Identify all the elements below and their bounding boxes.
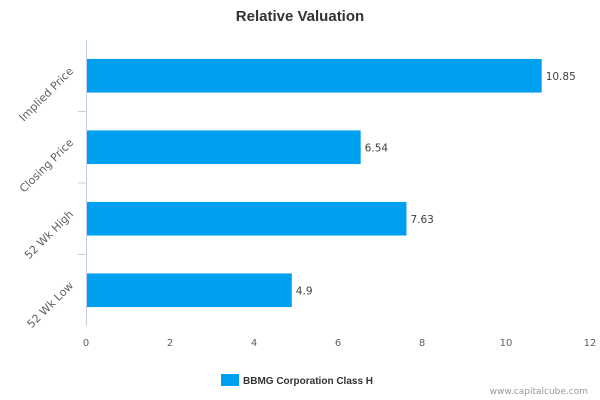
x-tick-label: 12 (584, 338, 597, 349)
x-tick-label: 6 (335, 338, 341, 349)
legend-swatch (221, 374, 239, 386)
source-credit[interactable]: www.capitalcube.com (490, 387, 588, 397)
x-tick-label: 10 (500, 338, 513, 349)
data-label: 10.85 (546, 71, 576, 83)
x-tick-label: 2 (167, 338, 173, 349)
category-label: 52 Wk Low (25, 279, 77, 331)
bar-52-wk-low[interactable] (87, 273, 292, 308)
legend[interactable]: BBMG Corporation Class H (221, 374, 373, 387)
x-tick-label: 4 (251, 338, 257, 349)
data-label: 6.54 (365, 142, 389, 154)
bar-52-wk-high[interactable] (87, 201, 407, 236)
bar-closing-price[interactable] (87, 130, 361, 165)
legend-label: BBMG Corporation Class H (243, 376, 373, 387)
category-label: 52 Wk High (22, 208, 76, 262)
data-label: 7.63 (410, 214, 433, 226)
category-label: Closing Price (17, 136, 76, 195)
x-tick-label: 0 (83, 338, 89, 349)
data-labels-group: 10.85 6.54 7.63 4.9 (296, 71, 576, 298)
category-labels-group: Implied Price Closing Price 52 Wk High 52 W… (17, 65, 77, 331)
category-label: Implied Price (17, 65, 77, 125)
x-tick-labels-group: 0 2 4 6 8 10 12 (83, 338, 597, 349)
bar-implied-price[interactable] (87, 58, 542, 93)
data-label: 4.9 (296, 285, 313, 297)
chart-title: Relative Valuation (236, 8, 364, 25)
y-tick-marks (78, 111, 86, 255)
bars-group (87, 58, 542, 308)
x-tick-label: 8 (419, 338, 425, 349)
